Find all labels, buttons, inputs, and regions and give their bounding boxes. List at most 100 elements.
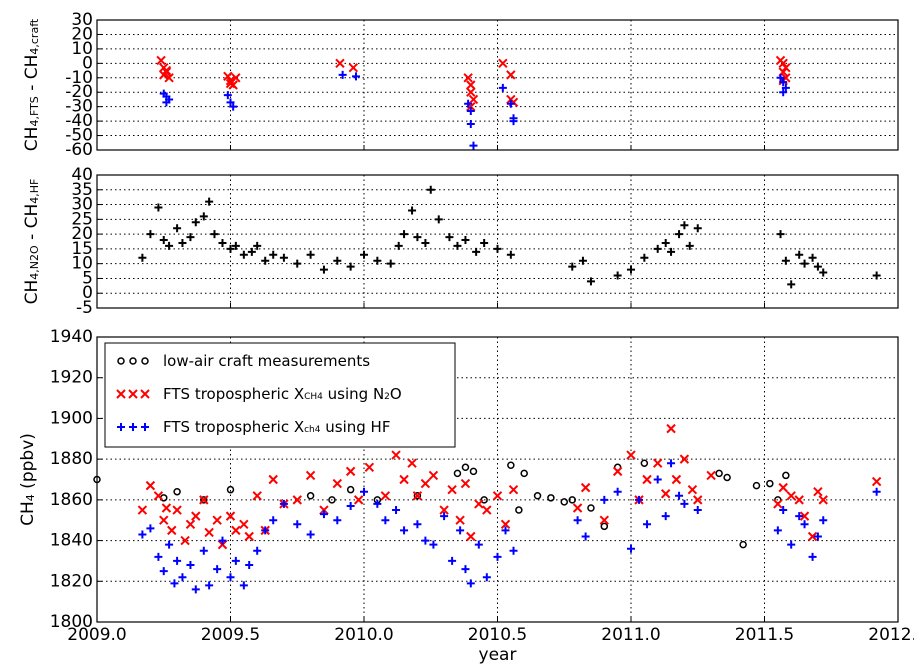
marker bbox=[653, 475, 662, 484]
marker bbox=[781, 62, 791, 73]
marker bbox=[626, 450, 636, 460]
subscript: 4,craft bbox=[28, 18, 41, 54]
marker bbox=[482, 573, 491, 582]
y-tick-label: -10 bbox=[65, 68, 93, 88]
legend-label: low-air craft measurements bbox=[163, 352, 370, 370]
plot-frame bbox=[96, 19, 899, 151]
marker bbox=[199, 495, 209, 505]
y-tick-label: -50 bbox=[65, 126, 93, 146]
marker bbox=[667, 247, 676, 256]
marker bbox=[225, 511, 236, 521]
marker bbox=[434, 215, 443, 224]
marker bbox=[871, 476, 882, 487]
marker bbox=[191, 218, 200, 227]
marker bbox=[819, 516, 828, 525]
marker bbox=[159, 567, 168, 576]
legend-label: FTS tropospheric Xch4 using HF bbox=[163, 418, 390, 436]
y-tick-label: 1860 bbox=[50, 490, 93, 510]
y-tick-label: 1940 bbox=[50, 327, 93, 347]
marker bbox=[463, 73, 473, 83]
marker bbox=[159, 515, 169, 525]
marker bbox=[474, 540, 483, 549]
marker bbox=[782, 471, 790, 480]
marker bbox=[508, 484, 519, 495]
label-part: FTS tropospheric X bbox=[163, 418, 304, 436]
marker bbox=[421, 238, 430, 247]
marker bbox=[455, 515, 465, 525]
marker bbox=[319, 505, 329, 515]
subscript: CH4 bbox=[304, 392, 323, 402]
marker bbox=[429, 540, 438, 549]
marker bbox=[348, 62, 359, 73]
marker bbox=[407, 458, 417, 468]
marker bbox=[440, 512, 449, 521]
marker bbox=[679, 454, 690, 464]
marker bbox=[373, 256, 382, 265]
marker bbox=[469, 141, 478, 150]
x-tick-label: 2010.0 bbox=[334, 625, 393, 645]
marker bbox=[680, 499, 689, 508]
label-part: CH bbox=[18, 501, 38, 526]
marker bbox=[466, 80, 476, 90]
marker bbox=[872, 487, 881, 496]
marker bbox=[456, 526, 465, 535]
label-part: CH bbox=[22, 280, 42, 305]
marker bbox=[333, 516, 342, 525]
marker bbox=[328, 496, 336, 504]
marker bbox=[613, 271, 622, 280]
marker bbox=[448, 556, 457, 565]
marker bbox=[231, 556, 240, 565]
marker bbox=[693, 506, 702, 515]
marker bbox=[172, 505, 182, 515]
label-part: - CH bbox=[22, 204, 42, 246]
marker bbox=[223, 91, 232, 100]
marker bbox=[671, 474, 682, 485]
marker bbox=[480, 238, 489, 247]
marker bbox=[509, 117, 518, 126]
legend-marker bbox=[116, 389, 126, 399]
y-tick-label: 1900 bbox=[50, 408, 93, 428]
marker bbox=[787, 540, 796, 549]
marker bbox=[332, 478, 343, 489]
x-tick-label: 2009.5 bbox=[201, 625, 260, 645]
marker bbox=[493, 244, 502, 253]
marker bbox=[498, 83, 507, 92]
marker bbox=[408, 206, 417, 215]
series bbox=[138, 459, 881, 594]
marker bbox=[666, 423, 676, 434]
marker bbox=[520, 469, 528, 478]
marker bbox=[380, 491, 391, 501]
marker bbox=[493, 552, 502, 561]
label-part: using HF bbox=[321, 418, 391, 436]
marker bbox=[568, 262, 577, 271]
marker bbox=[794, 495, 804, 505]
series bbox=[93, 459, 790, 549]
marker bbox=[210, 230, 219, 239]
y-tick-label: 20 bbox=[71, 24, 93, 44]
marker bbox=[778, 58, 788, 69]
marker bbox=[453, 469, 462, 478]
marker bbox=[162, 98, 171, 107]
marker bbox=[244, 531, 254, 542]
marker bbox=[580, 482, 591, 493]
marker bbox=[217, 539, 228, 550]
marker bbox=[173, 556, 182, 565]
marker bbox=[445, 233, 454, 242]
marker bbox=[667, 459, 676, 468]
y-axis-label: CH4 (ppbv) bbox=[18, 433, 38, 526]
marker bbox=[200, 496, 208, 504]
legend-marker bbox=[141, 423, 149, 431]
y-tick-label: 0 bbox=[82, 53, 93, 73]
marker bbox=[776, 230, 785, 239]
marker bbox=[400, 526, 409, 535]
marker bbox=[138, 530, 147, 539]
marker bbox=[306, 492, 315, 500]
marker bbox=[439, 505, 449, 515]
marker bbox=[229, 102, 238, 111]
y-tick-label: 1840 bbox=[50, 531, 93, 551]
subscript: ch4 bbox=[304, 425, 321, 435]
legend-marker bbox=[117, 357, 125, 365]
marker bbox=[170, 579, 179, 588]
marker bbox=[346, 262, 355, 271]
marker bbox=[739, 540, 747, 549]
